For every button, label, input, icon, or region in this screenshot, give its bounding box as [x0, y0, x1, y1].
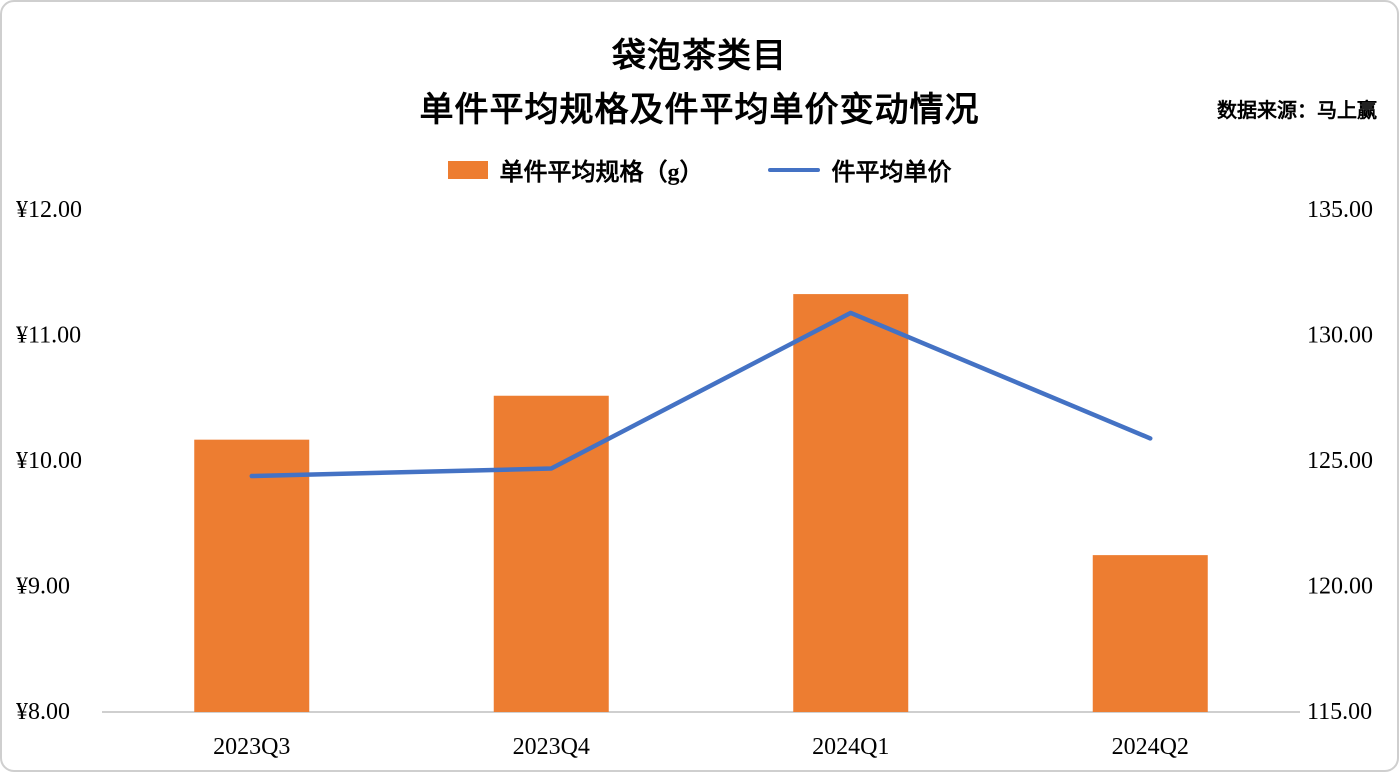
legend-item-line: 件平均单价 [767, 152, 952, 187]
left-axis-tick: ¥10.00 [16, 448, 82, 474]
bar-series-label: 单件平均规格（g） [499, 160, 704, 186]
x-axis-label: 2023Q3 [213, 734, 290, 760]
x-axis-label: 2024Q1 [812, 734, 889, 760]
bar-series-swatch-icon [447, 160, 488, 179]
data-source-label: 数据来源：马上赢 [1217, 100, 1377, 122]
right-axis-tick: 135.00 [1307, 197, 1373, 223]
left-axis-tick: ¥12.00 [16, 197, 82, 223]
x-axis-label: 2023Q4 [513, 734, 590, 760]
chart-title-line2: 单件平均规格及件平均单价变动情况 [419, 92, 980, 129]
x-axis-label: 2024Q2 [1112, 734, 1189, 760]
left-axis-tick: ¥8.00 [16, 699, 70, 725]
legend: 单件平均规格（g） 件平均单价 [2, 152, 1397, 187]
bar-2023Q3 [194, 439, 310, 712]
bar-2024Q2 [1092, 555, 1208, 712]
left-axis-tick: ¥11.00 [16, 323, 81, 349]
right-axis-tick: 125.00 [1307, 448, 1373, 474]
line-series-swatch-icon [767, 167, 820, 172]
right-axis-tick: 115.00 [1307, 699, 1372, 725]
line-series-label: 件平均单价 [831, 160, 952, 186]
right-axis-tick: 120.00 [1307, 574, 1373, 600]
legend-item-bar: 单件平均规格（g） [447, 152, 704, 187]
left-axis-tick: ¥9.00 [16, 574, 70, 600]
chart-title-line1: 袋泡茶类目 [612, 38, 787, 75]
bar-2024Q1 [793, 294, 909, 712]
bar-2023Q4 [493, 395, 609, 712]
line-series [249, 310, 1153, 479]
right-axis-tick: 130.00 [1307, 323, 1373, 349]
